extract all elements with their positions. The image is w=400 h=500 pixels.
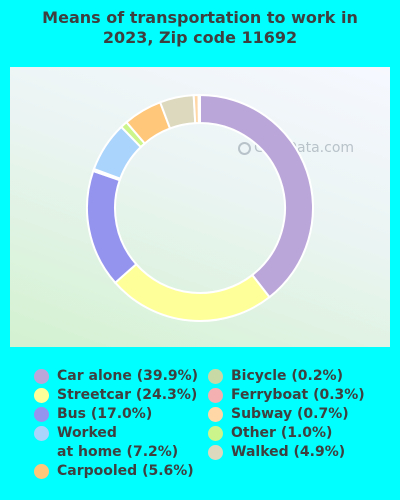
chart-title-line-2: 2023, Zip code 11692 xyxy=(102,28,298,47)
legend-swatch xyxy=(34,407,49,422)
legend-item: Car alone (39.9%) xyxy=(34,367,198,386)
legend-label-line: Streetcar (24.3%) xyxy=(57,387,198,403)
legend-swatch xyxy=(34,464,49,479)
legend-label-line: Worked xyxy=(57,425,117,441)
legend-label-line: Bus (17.0%) xyxy=(57,406,153,422)
legend-item: Carpooled (5.6%) xyxy=(34,462,194,481)
legend-label: Carpooled (5.6%) xyxy=(57,462,194,481)
legend-label-line: at home (7.2%) xyxy=(57,444,179,460)
legend-swatch xyxy=(34,426,49,441)
legend-item: Subway (0.7%) xyxy=(208,405,349,424)
donut-slice-streetcar xyxy=(113,262,271,322)
legend-label: Streetcar (24.3%) xyxy=(57,386,197,405)
legend-swatch xyxy=(208,369,223,384)
legend-item: Ferryboat (0.3%) xyxy=(208,386,365,405)
legend-swatch xyxy=(208,445,223,460)
chart-title: Means of transportation to work in 2023,… xyxy=(0,8,400,48)
legend-item: Bus (17.0%) xyxy=(34,405,152,424)
legend-item: Streetcar (24.3%) xyxy=(34,386,197,405)
legend-label-line: Walked (4.9%) xyxy=(231,444,346,460)
legend-label: Ferryboat (0.3%) xyxy=(231,386,365,405)
legend-label: Bicycle (0.2%) xyxy=(231,367,343,386)
legend-label-line: Car alone (39.9%) xyxy=(57,368,199,384)
legend-label: Car alone (39.9%) xyxy=(57,367,198,386)
legend-item: Walked (4.9%) xyxy=(208,443,345,462)
legend-label: Subway (0.7%) xyxy=(231,405,349,424)
legend-label-line: Bicycle (0.2%) xyxy=(231,368,343,384)
legend-label-line: Other (1.0%) xyxy=(231,425,333,441)
legend-item: Worked at home (7.2%) xyxy=(34,424,178,462)
chart-title-line-1: Means of transportation to work in xyxy=(42,8,358,27)
legend-label-line: Carpooled (5.6%) xyxy=(57,463,194,479)
legend-label: Walked (4.9%) xyxy=(231,443,345,462)
legend-swatch xyxy=(34,369,49,384)
legend-swatch xyxy=(208,426,223,441)
donut-slice-bicycle xyxy=(197,93,201,125)
donut-slice-car-alone xyxy=(199,93,314,299)
donut-slice-bus xyxy=(86,169,138,285)
legend-item: Bicycle (0.2%) xyxy=(208,367,343,386)
magnifier-icon xyxy=(238,141,251,155)
legend-item: Other (1.0%) xyxy=(208,424,332,443)
legend-swatch xyxy=(208,388,223,403)
legend-label: Bus (17.0%) xyxy=(57,405,152,424)
legend-label-line: Subway (0.7%) xyxy=(231,406,349,422)
legend-swatch xyxy=(208,407,223,422)
legend-label: Other (1.0%) xyxy=(231,424,332,443)
legend-label-line: Ferryboat (0.3%) xyxy=(231,387,365,403)
legend-label: Worked at home (7.2%) xyxy=(57,424,178,462)
legend-swatch xyxy=(34,388,49,403)
